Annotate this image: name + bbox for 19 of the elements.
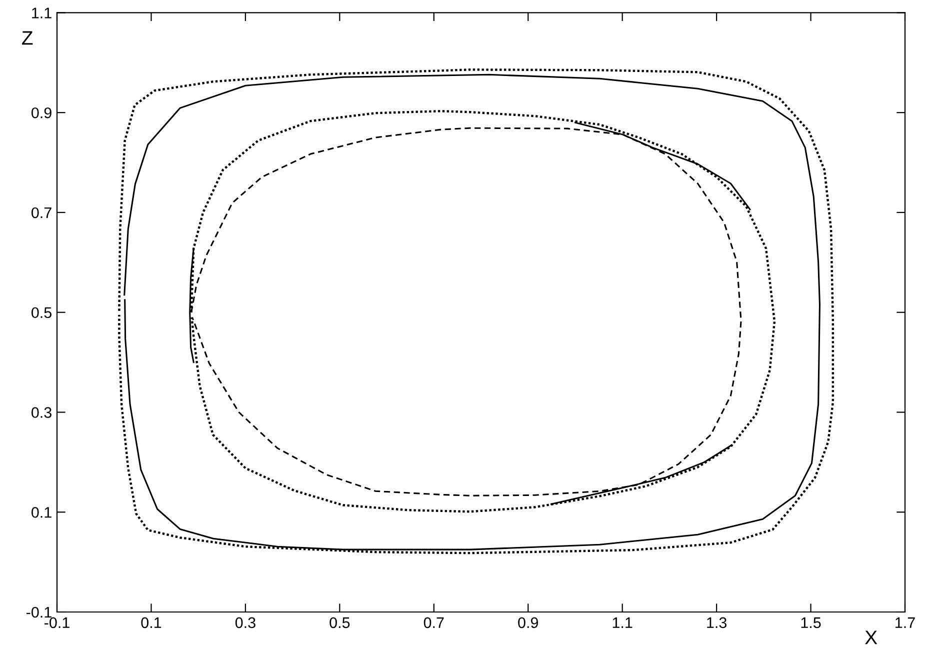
y-tick-label: 0.7 (32, 207, 52, 218)
x-tick-label: 1.7 (896, 617, 915, 628)
x-tick-label: 0.9 (518, 617, 538, 628)
y-tick-label: 0.3 (32, 407, 52, 418)
y-tick-label: -0.1 (26, 606, 52, 618)
x-tick-label: 1.3 (707, 617, 727, 628)
y-axis-title: Z (22, 31, 33, 45)
x-tick-label: 1.5 (801, 617, 821, 628)
y-tick-label: 0.5 (32, 307, 52, 318)
y-tick-label: 1.1 (32, 8, 52, 18)
x-axis-title: X (865, 630, 878, 644)
x-tick-label: 0.1 (141, 617, 162, 628)
x-tick-label: 0.3 (235, 617, 256, 628)
x-tick-label: 0.7 (424, 617, 444, 628)
y-tick-label: 0.1 (32, 506, 52, 518)
y-tick-label: 0.9 (32, 107, 52, 118)
x-tick-label: 0.5 (330, 617, 350, 628)
x-tick-label: 1.1 (612, 617, 632, 628)
x-tick-label: -0.1 (44, 617, 70, 628)
